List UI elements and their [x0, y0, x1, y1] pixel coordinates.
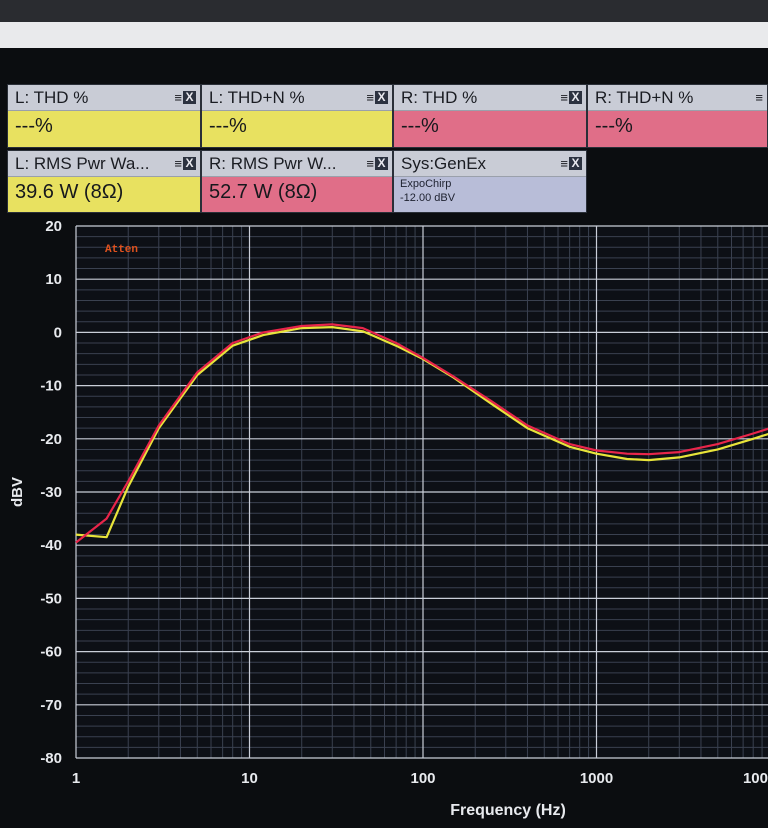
window-top-edge	[0, 0, 768, 22]
meter-panel-r-thdn[interactable]: R: THD+N % ≡ ---%	[587, 84, 768, 148]
y-axis-label: dBV	[9, 477, 26, 507]
menu-icon[interactable]: ≡	[366, 156, 374, 171]
meter-panel-l-rms-power[interactable]: L: RMS Pwr Wa... ≡ X 39.6 W (8Ω)	[7, 150, 201, 213]
meter-title: L: THD+N %	[209, 87, 305, 107]
meter-title: R: THD %	[401, 87, 478, 107]
y-tick-label: -60	[40, 644, 62, 661]
y-tick-label: 20	[45, 218, 62, 235]
meter-value: ---%	[209, 115, 247, 137]
toolbar-band	[0, 22, 768, 48]
meter-value: ---%	[595, 115, 633, 137]
y-tick-label: -70	[40, 697, 62, 714]
generator-level: -12.00 dBV	[400, 192, 456, 204]
meter-title: R: THD+N %	[595, 87, 694, 107]
meter-value: ---%	[401, 115, 439, 137]
x-tick-label: 100	[410, 770, 435, 787]
x-tick-label: 10	[241, 770, 258, 787]
close-icon[interactable]: X	[569, 157, 582, 170]
meter-value: 52.7 W (8Ω)	[209, 181, 318, 203]
menu-icon[interactable]: ≡	[755, 90, 763, 105]
y-tick-label: -20	[40, 431, 62, 448]
meter-title: L: RMS Pwr Wa...	[15, 153, 150, 173]
meter-panel-sys-genex[interactable]: Sys:GenEx ≡ X ExpoChirp -12.00 dBV	[393, 150, 587, 213]
y-tick-label: -40	[40, 537, 62, 554]
menu-icon[interactable]: ≡	[174, 90, 182, 105]
meter-value: 39.6 W (8Ω)	[15, 181, 124, 203]
meter-title: R: RMS Pwr W...	[209, 153, 337, 173]
x-tick-label: 1000	[580, 770, 613, 787]
meter-title: L: THD %	[15, 87, 89, 107]
y-tick-label: 10	[45, 271, 62, 288]
meter-panel-l-thdn[interactable]: L: THD+N % ≡ X ---%	[201, 84, 393, 148]
y-tick-label: -30	[40, 484, 62, 501]
meter-panel-l-thd[interactable]: L: THD % ≡ X ---%	[7, 84, 201, 148]
close-icon[interactable]: X	[183, 91, 196, 104]
series-line-right	[75, 323, 768, 544]
menu-icon[interactable]: ≡	[560, 156, 568, 171]
generator-waveform: ExpoChirp	[400, 178, 452, 190]
meter-title: Sys:GenEx	[401, 153, 487, 173]
menu-icon[interactable]: ≡	[366, 90, 374, 105]
menu-icon[interactable]: ≡	[174, 156, 182, 171]
y-tick-label: -80	[40, 750, 62, 767]
x-tick-label: 100	[743, 770, 768, 787]
close-icon[interactable]: X	[375, 157, 388, 170]
meter-panel-r-rms-power[interactable]: R: RMS Pwr W... ≡ X 52.7 W (8Ω)	[201, 150, 393, 213]
close-icon[interactable]: X	[375, 91, 388, 104]
y-tick-label: 0	[54, 324, 62, 341]
x-axis-label: Frequency (Hz)	[450, 802, 566, 819]
meter-panel-r-thd[interactable]: R: THD % ≡ X ---%	[393, 84, 587, 148]
close-icon[interactable]: X	[569, 91, 582, 104]
atten-annotation: Atten	[105, 244, 138, 256]
meter-value: ---%	[15, 115, 53, 137]
x-tick-label: 1	[72, 770, 80, 787]
menu-icon[interactable]: ≡	[560, 90, 568, 105]
y-tick-label: -10	[40, 378, 62, 395]
y-tick-label: -50	[40, 590, 62, 607]
close-icon[interactable]: X	[183, 157, 196, 170]
